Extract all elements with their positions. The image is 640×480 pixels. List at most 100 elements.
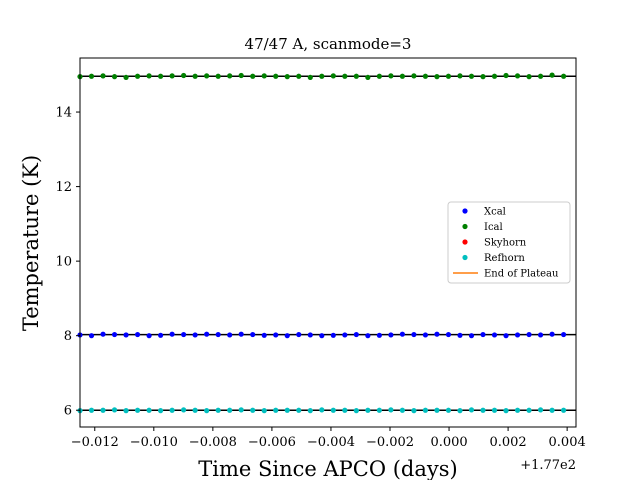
ical-point	[480, 74, 486, 80]
refhorn-point	[514, 407, 521, 413]
legend: Xcal Ical Skyhorn Refhorn End of Plateau	[447, 201, 571, 284]
xcal-point	[549, 331, 555, 337]
refhorn-point	[537, 407, 544, 413]
x-axis: −0.012 −0.010 −0.008 −0.006 −0.004 −0.002 0.00…	[71, 427, 586, 450]
xcal-point	[526, 331, 532, 338]
xcal-point	[307, 332, 313, 338]
refhorn-point	[100, 407, 106, 413]
refhorn-point	[388, 407, 394, 413]
refhorn-point	[158, 408, 164, 414]
xcal-point	[204, 331, 210, 337]
ical-point	[261, 73, 267, 79]
ical-point	[491, 73, 498, 79]
ical-point	[250, 73, 256, 79]
x-tick-label: −0.010	[130, 435, 178, 450]
xcal-point	[388, 332, 394, 338]
refhorn-point	[204, 408, 210, 414]
refhorn-point	[342, 407, 348, 413]
ical-point	[123, 74, 129, 80]
legend-label-end-of-plateau: End of Plateau	[484, 269, 559, 280]
x-tick-label: 0.002	[489, 435, 526, 450]
ical-point	[215, 73, 221, 79]
ical-point	[526, 74, 532, 80]
ical-point	[457, 73, 463, 79]
refhorn-point	[353, 408, 359, 414]
xcal-point	[445, 331, 452, 338]
axes-frame	[79, 57, 577, 428]
ical-point	[158, 73, 164, 79]
refhorn-point	[307, 408, 313, 414]
xcal-point	[353, 331, 359, 338]
y-tick-label: 6	[64, 404, 72, 419]
ical-point	[192, 73, 198, 79]
xcal-point	[284, 333, 290, 339]
ical-point	[181, 72, 187, 79]
refhorn-point	[468, 407, 475, 413]
xcal-point	[411, 331, 417, 338]
x-tick-label: −0.006	[248, 435, 296, 450]
refhorn-point	[549, 407, 555, 413]
ical-point	[330, 73, 336, 79]
refhorn-point	[491, 407, 498, 413]
legend-label-ical: Ical	[484, 222, 503, 233]
xcal-point	[261, 332, 267, 338]
legend-swatch-xcal	[462, 208, 468, 214]
refhorn-point	[480, 407, 486, 413]
ical-point	[146, 73, 152, 79]
ical-point	[388, 73, 394, 79]
xcal-point	[457, 332, 463, 338]
y-axis-label: Temperature (K)	[19, 155, 43, 331]
legend-label-xcal: Xcal	[484, 207, 506, 218]
refhorn-point	[365, 407, 371, 413]
refhorn-point	[445, 407, 452, 413]
refhorn-point	[146, 407, 152, 413]
refhorn-point	[296, 407, 302, 413]
xcal-point	[561, 331, 567, 338]
xcal-point	[181, 331, 187, 338]
y-tick-label: 12	[55, 180, 72, 195]
refhorn-point	[88, 407, 95, 413]
xcal-point	[434, 331, 440, 337]
xcal-point	[342, 332, 348, 338]
y-tick-label: 8	[64, 329, 72, 344]
refhorn-point	[457, 408, 463, 414]
legend-swatch-refhorn	[462, 254, 468, 261]
ical-point	[238, 72, 244, 79]
refhorn-point	[273, 407, 279, 413]
legend-label-refhorn: Refhorn	[484, 253, 525, 264]
xcal-point	[215, 331, 221, 338]
refhorn-point	[169, 407, 175, 413]
ical-point	[111, 74, 118, 80]
refhorn-point	[261, 408, 267, 414]
xcal-point	[514, 332, 521, 338]
ical-point	[365, 74, 371, 80]
xcal-point	[399, 331, 405, 337]
x-axis-offset-label: +1.77e2	[520, 458, 576, 473]
xcal-point	[158, 332, 164, 338]
ical-point	[537, 73, 544, 79]
xcal-point	[503, 333, 509, 339]
ical-point	[376, 73, 382, 79]
refhorn-point	[181, 407, 187, 413]
series-xcal	[77, 331, 576, 339]
legend-swatch-skyhorn	[462, 239, 468, 245]
x-tick-label: −0.012	[71, 435, 119, 450]
refhorn-point	[238, 407, 244, 413]
refhorn-point	[227, 407, 233, 413]
ical-point	[284, 74, 290, 80]
refhorn-point	[284, 407, 290, 413]
series-ical	[77, 72, 576, 80]
xcal-point	[123, 332, 129, 338]
ical-point	[468, 73, 475, 79]
refhorn-point	[250, 407, 256, 413]
ical-point	[561, 73, 567, 79]
legend-label-skyhorn: Skyhorn	[484, 238, 527, 249]
refhorn-point	[561, 407, 567, 413]
ical-point	[434, 74, 440, 80]
refhorn-point	[134, 407, 141, 413]
ical-point	[100, 73, 106, 79]
refhorn-point	[330, 407, 336, 413]
xcal-point	[227, 332, 233, 338]
ical-point	[422, 73, 429, 79]
